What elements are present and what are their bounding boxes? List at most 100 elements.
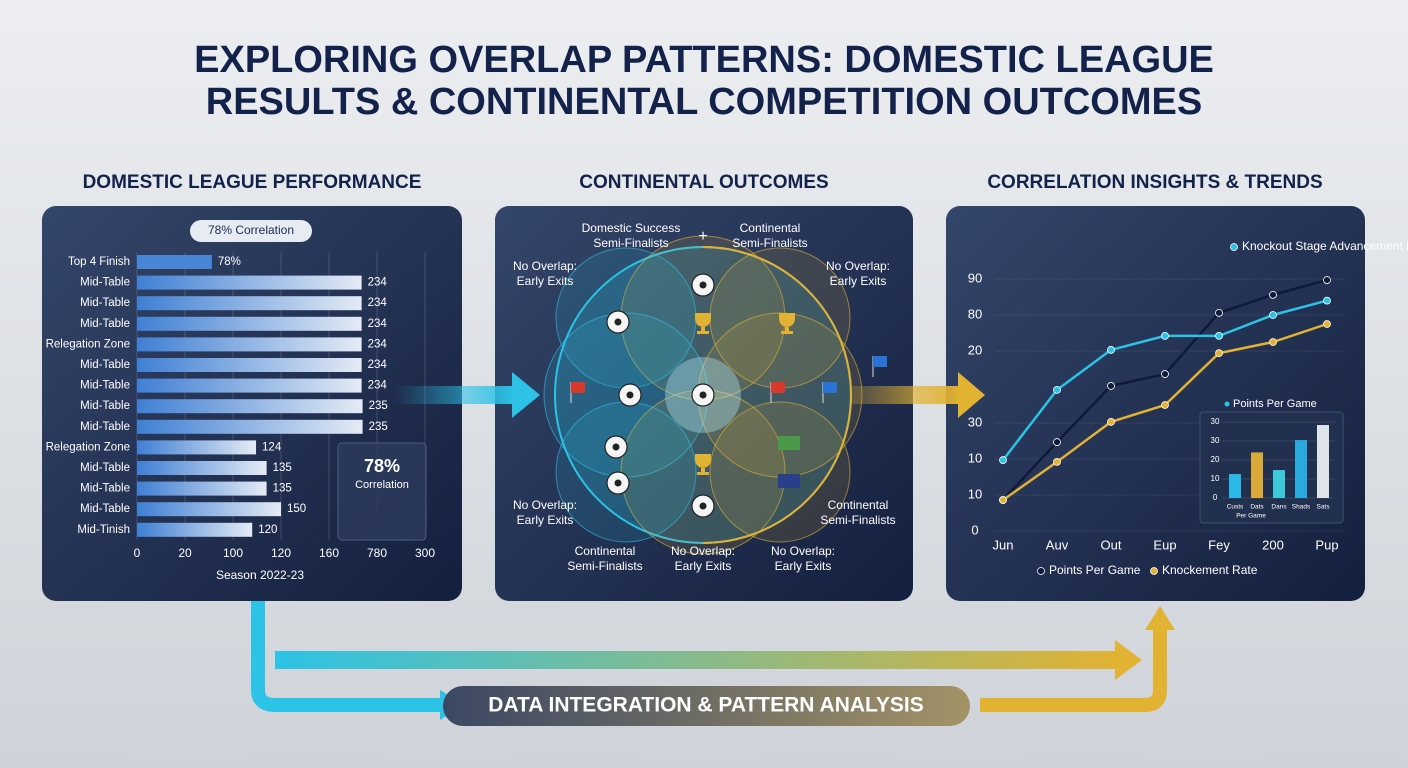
arrow-head [958, 372, 985, 418]
category-label: Relegation Zone [46, 338, 130, 350]
venn-label: Continental [828, 498, 889, 512]
y-tick-label: 30 [1211, 417, 1220, 426]
trophy-icon [779, 313, 795, 334]
flag-icon [823, 382, 837, 393]
outer-gold-arc [702, 246, 852, 544]
x-tick-label: Auv [1046, 537, 1069, 552]
inset-chart: Points Per Game 0 10 20 30 30 Custs Dats Dans Sha… [1199, 398, 1344, 524]
data-point [1107, 382, 1115, 390]
value-label: 234 [368, 380, 388, 392]
data-point [1323, 296, 1331, 305]
venn-label: Early Exits [517, 274, 574, 288]
category-label: Mid-Table [80, 421, 130, 433]
bar [137, 399, 363, 414]
trend-chart: CORRELATION INSIGHTS & TRENDS 0 10 10 30 20 80… [968, 172, 1408, 577]
panel-heading: CONTINENTAL OUTCOMES [579, 172, 828, 193]
y-tick-label: 10 [968, 450, 982, 465]
bar [137, 316, 362, 331]
x-tick-label: 0 [134, 546, 141, 560]
bar [137, 502, 281, 517]
x-tick-label: 300 [415, 546, 435, 560]
y-tick-label: 90 [968, 270, 982, 285]
bar [137, 337, 362, 352]
bar [1251, 452, 1263, 498]
arrow-head [512, 372, 540, 418]
value-label: 235 [369, 400, 388, 412]
bar [137, 522, 253, 537]
inset-title-dot [1224, 401, 1230, 407]
venn-circle [555, 401, 697, 543]
venn-label: Domestic Success [582, 221, 681, 235]
x-tick-label: Fey [1208, 537, 1230, 552]
bar [137, 461, 267, 475]
legend-label: Knockout Stage Advancement Rate [1242, 239, 1408, 253]
venn-label: No Overlap: [671, 544, 735, 558]
arrow-head [1145, 606, 1175, 630]
x-tick-label: Eup [1153, 537, 1176, 552]
flow-arrow [251, 600, 440, 712]
category-label: Mid-Table [80, 318, 130, 330]
connector-arrow [850, 386, 960, 404]
venn-label: Early Exits [830, 274, 887, 288]
data-point [1161, 331, 1169, 340]
category-label: Mid-Tinish [77, 524, 130, 536]
bar [137, 296, 362, 311]
legend-label: Knockement Rate [1162, 563, 1258, 577]
value-label: 234 [368, 338, 388, 350]
ball-patch [612, 443, 620, 451]
x-tick-label: Shads [1292, 504, 1311, 511]
y-tick-label: 0 [1213, 493, 1218, 502]
bar [137, 440, 257, 455]
flag-icon [873, 356, 887, 367]
venn-label: Early Exits [675, 559, 732, 573]
flag-icon [778, 474, 800, 488]
data-point [1107, 346, 1115, 354]
x-axis-label: Per Game [1236, 513, 1266, 520]
x-tick-label: Dans [1271, 504, 1287, 511]
category-label: Mid-Table [80, 462, 130, 474]
bar [1295, 440, 1307, 498]
value-label: 78% [218, 256, 241, 268]
data-point [1053, 385, 1061, 394]
flow-arrow [980, 628, 1167, 712]
bar [1229, 474, 1241, 498]
y-tick-label: 20 [968, 342, 982, 357]
venn-label: No Overlap: [513, 498, 577, 512]
data-point [1269, 311, 1277, 319]
flow-band [275, 651, 1120, 669]
flag-icon [571, 382, 585, 393]
ball-patch [699, 281, 707, 289]
x-tick-label: Custs [1227, 504, 1244, 511]
value-label: 234 [368, 277, 388, 289]
inset-title: Points Per Game [1233, 398, 1317, 410]
callout-value: 78% [364, 456, 400, 476]
bar [137, 378, 362, 393]
x-tick-label: 200 [1262, 537, 1284, 552]
y-tick-label: 10 [968, 486, 982, 501]
data-point [1053, 438, 1061, 446]
bar [137, 358, 362, 372]
venn-label: No Overlap: [826, 259, 890, 273]
value-label: 234 [368, 318, 388, 330]
category-label: Mid-Table [80, 503, 130, 515]
legend-swatch [1037, 567, 1045, 575]
value-label: 234 [368, 297, 388, 309]
bar [137, 481, 267, 496]
legend-swatch [1230, 243, 1238, 251]
connector-arrow [395, 386, 515, 404]
data-point [1215, 331, 1223, 340]
data-point [1107, 418, 1115, 426]
footer-label: DATA INTEGRATION & PATTERN ANALYSIS [488, 694, 924, 717]
venn-circle [709, 401, 851, 543]
x-tick-label: Out [1101, 537, 1122, 552]
venn-label: Continental [575, 544, 636, 558]
venn-label: Early Exits [775, 559, 832, 573]
venn-label: Continental [740, 221, 801, 235]
league-chart: DOMESTIC LEAGUE PERFORMANCE 78% Correlati… [46, 172, 436, 582]
badge: 78% Correlation [208, 223, 294, 237]
value-label: 135 [273, 483, 292, 495]
ball-patch [626, 391, 634, 399]
data-point [1323, 276, 1331, 284]
